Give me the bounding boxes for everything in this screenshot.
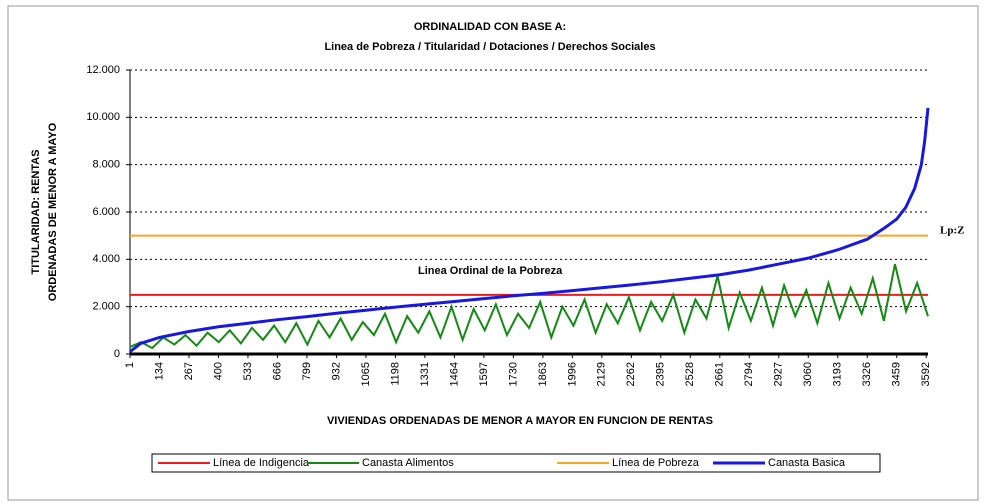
x-tick-label: 1: [124, 362, 136, 368]
y-tick-label: 10.000: [86, 111, 120, 123]
x-tick-label: 1597: [478, 362, 490, 386]
legend-box: [151, 453, 881, 473]
x-tick-label: 2262: [625, 362, 637, 386]
x-tick-label: 1331: [419, 362, 431, 386]
x-tick-label: 799: [301, 362, 313, 380]
legend-label: Línea de Indigencia: [213, 457, 310, 469]
x-tick-label: 2129: [596, 362, 608, 386]
x-tick-label: 2661: [714, 362, 726, 386]
y-tick-label: 0: [114, 348, 120, 360]
annotation: Lp:Z: [940, 225, 964, 237]
series-line: [129, 263, 929, 350]
legend-label: Canasta Alimentos: [362, 457, 454, 469]
x-tick-label: 3193: [832, 362, 844, 386]
y-axis-label: ORDENADAS DE MENOR A MAYO: [47, 122, 59, 301]
y-tick-label: 2.000: [92, 301, 120, 313]
y-tick-label: 4.000: [92, 253, 120, 265]
legend-label: Canasta Basica: [768, 457, 846, 469]
x-axis-label: VIVIENDAS ORDENADAS DE MENOR A MAYOR EN …: [327, 415, 713, 427]
legend-label: Línea de Pobreza: [612, 457, 700, 469]
x-tick-label: 1065: [360, 362, 372, 386]
x-tick-label: 1996: [566, 362, 578, 386]
x-tick-label: 1863: [537, 362, 549, 386]
x-tick-label: 2528: [684, 362, 696, 386]
x-tick-label: 1730: [507, 362, 519, 386]
y-axis-label: TITULARIDAD: RENTAS: [30, 149, 42, 274]
x-tick-label: 1198: [389, 362, 401, 386]
y-tick-label: 6.000: [92, 206, 120, 218]
x-tick-label: 3592: [920, 362, 932, 386]
x-tick-label: 3459: [891, 362, 903, 386]
x-tick-label: 2794: [743, 362, 755, 386]
chart-frame: [7, 5, 979, 501]
chart-subtitle: Linea de Pobreza / Titularidad / Dotacio…: [324, 41, 655, 53]
x-tick-label: 2927: [773, 362, 785, 386]
x-tick-label: 134: [153, 362, 165, 380]
x-tick-label: 400: [212, 362, 224, 380]
x-tick-label: 666: [271, 362, 283, 380]
x-tick-label: 932: [330, 362, 342, 380]
x-tick-label: 1464: [448, 362, 460, 386]
series-line: [129, 107, 930, 353]
y-tick-label: 8.000: [92, 159, 120, 171]
x-tick-label: 2395: [655, 362, 667, 386]
chart-title: ORDINALIDAD CON BASE A:: [414, 21, 566, 33]
x-tick-label: 533: [242, 362, 254, 380]
annotation: Linea Ordinal de la Pobreza: [418, 265, 563, 277]
y-tick-label: 12.000: [86, 64, 120, 76]
x-tick-label: 3060: [802, 362, 814, 386]
x-tick-label: 267: [183, 362, 195, 380]
x-tick-label: 3326: [861, 362, 873, 386]
